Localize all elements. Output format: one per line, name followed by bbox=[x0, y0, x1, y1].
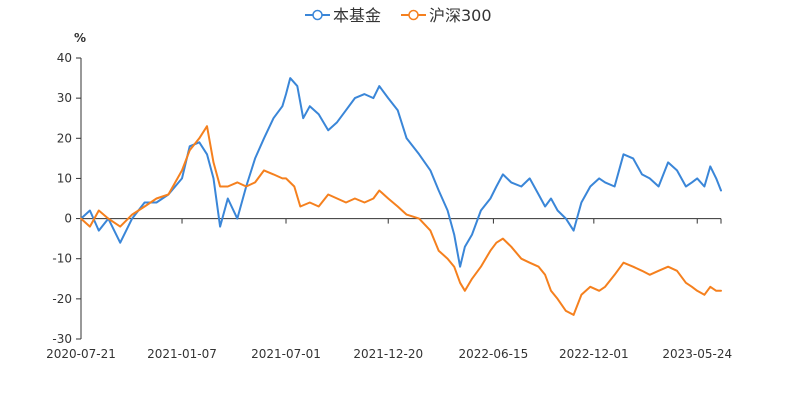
y-tick-label: 40 bbox=[57, 51, 72, 65]
legend-marker-icon bbox=[312, 9, 323, 21]
legend-label: 本基金 bbox=[333, 6, 381, 25]
legend-item-1[interactable]: 沪深300 bbox=[401, 6, 492, 25]
x-tick-label: 2022-12-01 bbox=[559, 347, 629, 361]
y-unit-label: % bbox=[74, 31, 86, 45]
y-tick-label: -10 bbox=[52, 252, 72, 266]
y-tick-label: -20 bbox=[52, 292, 72, 306]
y-tick-label: -30 bbox=[52, 332, 72, 346]
x-tick-label: 2021-01-07 bbox=[147, 347, 217, 361]
legend-label: 沪深300 bbox=[429, 6, 492, 25]
x-tick-label: 2022-06-15 bbox=[459, 347, 529, 361]
y-tick-label: 0 bbox=[64, 212, 72, 226]
y-tick-label: 20 bbox=[57, 131, 72, 145]
x-tick-label: 2020-07-21 bbox=[46, 347, 116, 361]
legend-marker-icon bbox=[408, 9, 419, 21]
x-tick-label: 2021-07-01 bbox=[251, 347, 321, 361]
y-tick-label: 30 bbox=[57, 91, 72, 105]
series-line-1 bbox=[80, 125, 722, 316]
x-tick-label: 2023-05-24 bbox=[662, 347, 732, 361]
y-tick-label: 10 bbox=[57, 171, 72, 185]
series-line-0 bbox=[80, 77, 722, 268]
x-tick-label: 2021-12-20 bbox=[353, 347, 423, 361]
legend-item-0[interactable]: 本基金 bbox=[305, 6, 381, 25]
